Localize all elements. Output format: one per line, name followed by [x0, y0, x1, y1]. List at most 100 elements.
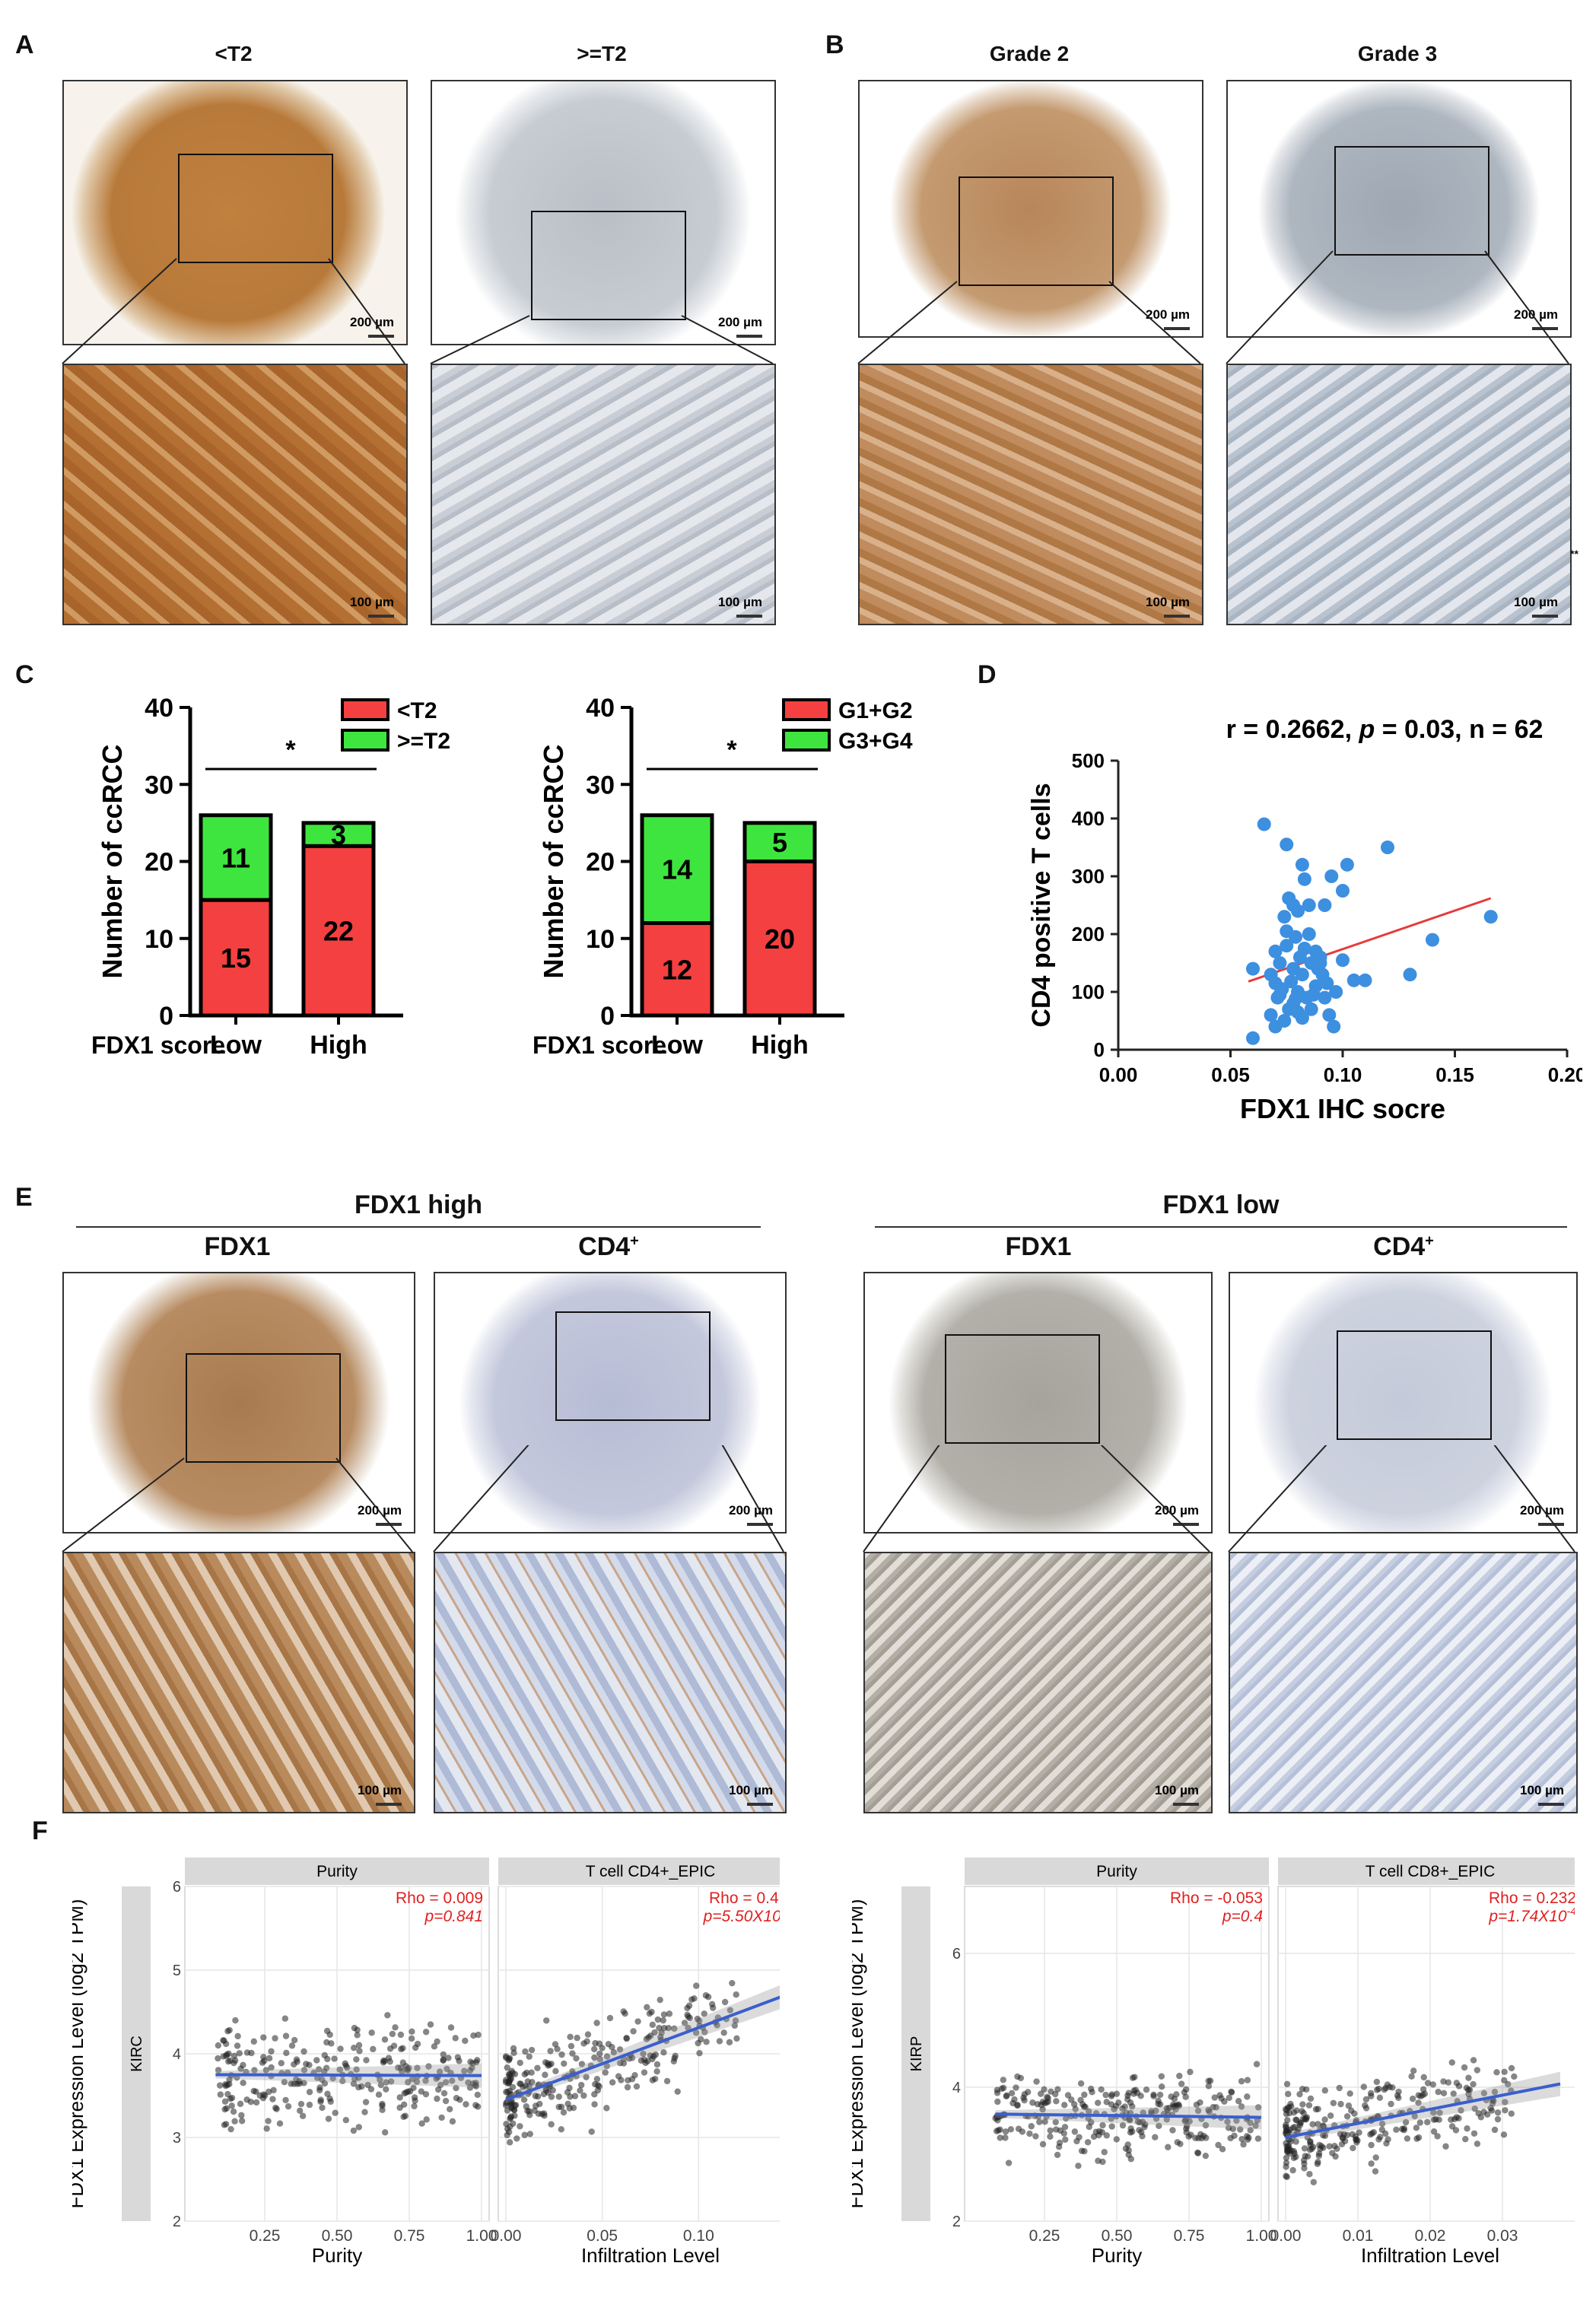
data-point [654, 2016, 662, 2023]
data-point [440, 2090, 448, 2097]
legend-swatch [341, 698, 389, 721]
x-tick-label: High [751, 1031, 809, 1060]
data-point [1462, 2136, 1469, 2143]
data-point [1309, 2144, 1317, 2150]
data-point [1073, 2137, 1080, 2145]
y-tick-label: 3 [173, 2130, 181, 2147]
data-point [1501, 2077, 1508, 2083]
data-point [1302, 927, 1316, 941]
data-point [325, 2115, 332, 2122]
data-point [324, 2055, 331, 2063]
data-point [1286, 2109, 1293, 2117]
data-point [260, 2034, 267, 2041]
data-point [354, 2032, 361, 2039]
data-point [356, 2048, 363, 2055]
y-tick-label: 30 [145, 771, 173, 799]
x-tick-label: Low [210, 1031, 262, 1060]
data-point [506, 2139, 513, 2146]
data-point [329, 2074, 336, 2082]
y-tick-label: 6 [952, 1946, 961, 1963]
x-tick-label: 0.50 [322, 2227, 353, 2245]
data-point [616, 2046, 624, 2053]
data-point [370, 2045, 377, 2053]
data-point [413, 2078, 421, 2086]
data-point [240, 2080, 246, 2086]
data-point [1343, 2131, 1351, 2139]
panel-label-d: D [978, 660, 997, 689]
scale-label: 200 µm [1155, 1503, 1199, 1518]
bar-value-label: 12 [662, 954, 692, 985]
panel-label-b: B [825, 30, 844, 59]
data-point [674, 2088, 681, 2095]
data-point [994, 2117, 1001, 2124]
micro-e-low-fdx1-overview: 200 µm [863, 1272, 1213, 1533]
data-point [649, 2021, 657, 2029]
data-point [529, 2079, 536, 2086]
facet-strip-label: Purity [1096, 1863, 1137, 1880]
data-point [1108, 2091, 1115, 2098]
scale-bar [747, 1523, 773, 1526]
legend-label: G3+G4 [838, 729, 913, 754]
data-point [1373, 2078, 1381, 2086]
scale-bar [376, 1523, 402, 1526]
data-point [1500, 2131, 1508, 2138]
data-point [1173, 2091, 1180, 2098]
x-tick-label: 0.50 [1102, 2227, 1133, 2245]
data-point [1032, 2133, 1039, 2140]
data-point [223, 2105, 230, 2112]
data-point [546, 2061, 553, 2068]
scale-bar [736, 615, 762, 618]
data-point [300, 2067, 308, 2074]
data-point [567, 2033, 574, 2040]
data-point [616, 2059, 624, 2067]
data-point [716, 2038, 723, 2045]
data-point [1340, 857, 1354, 872]
data-point [1474, 2141, 1481, 2147]
bar-value-label: 3 [331, 819, 346, 850]
data-point [1026, 2130, 1033, 2137]
data-point [729, 1979, 736, 1987]
data-point [442, 2079, 450, 2086]
p-value-label: p=0.4 [1222, 1908, 1263, 1925]
chart-d-scatter: 0 100 200 300 400 500 0.00 0.05 0.10 0.15 0.20 FDX1… [1027, 715, 1582, 1124]
bar-value-label: 5 [772, 827, 787, 858]
rho-label: Rho = 0.419 [709, 1889, 780, 1907]
y-tick-label: 500 [1072, 749, 1105, 772]
data-point [660, 2049, 667, 2056]
data-point [1341, 2137, 1349, 2144]
data-point [1187, 2068, 1194, 2076]
data-point [1163, 2116, 1171, 2123]
legend-swatch [782, 698, 831, 721]
data-point [522, 2048, 529, 2055]
trend-line [995, 2112, 1262, 2119]
data-point [1424, 2080, 1432, 2086]
data-point [411, 2094, 418, 2101]
x-tick-label: 0.10 [1324, 1063, 1362, 1086]
data-point [323, 2039, 330, 2046]
data-point [1465, 2074, 1472, 2081]
data-point [472, 2058, 480, 2066]
data-point [456, 2058, 463, 2064]
data-point [465, 2079, 472, 2086]
data-point [1416, 2119, 1423, 2126]
data-point [276, 2120, 284, 2127]
data-point [434, 2095, 440, 2102]
data-point [584, 2031, 592, 2038]
x-tick-label: 0.15 [1435, 1063, 1474, 1086]
data-point [306, 2089, 313, 2096]
cancer-type-label: KIRC [129, 2036, 145, 2072]
data-point [383, 2079, 389, 2086]
y-tick-label: 200 [1072, 923, 1105, 946]
data-point [291, 2036, 298, 2044]
data-point [1228, 2088, 1235, 2096]
data-point [1254, 2104, 1262, 2111]
data-point [265, 2055, 273, 2062]
data-point [1291, 904, 1305, 918]
data-point [435, 2086, 442, 2093]
data-point [1303, 2114, 1311, 2121]
data-point [250, 2038, 257, 2045]
data-point [427, 2021, 434, 2028]
data-point [1336, 884, 1350, 898]
bar-value-label: 20 [765, 923, 795, 955]
facet-panel [1277, 1886, 1575, 2222]
